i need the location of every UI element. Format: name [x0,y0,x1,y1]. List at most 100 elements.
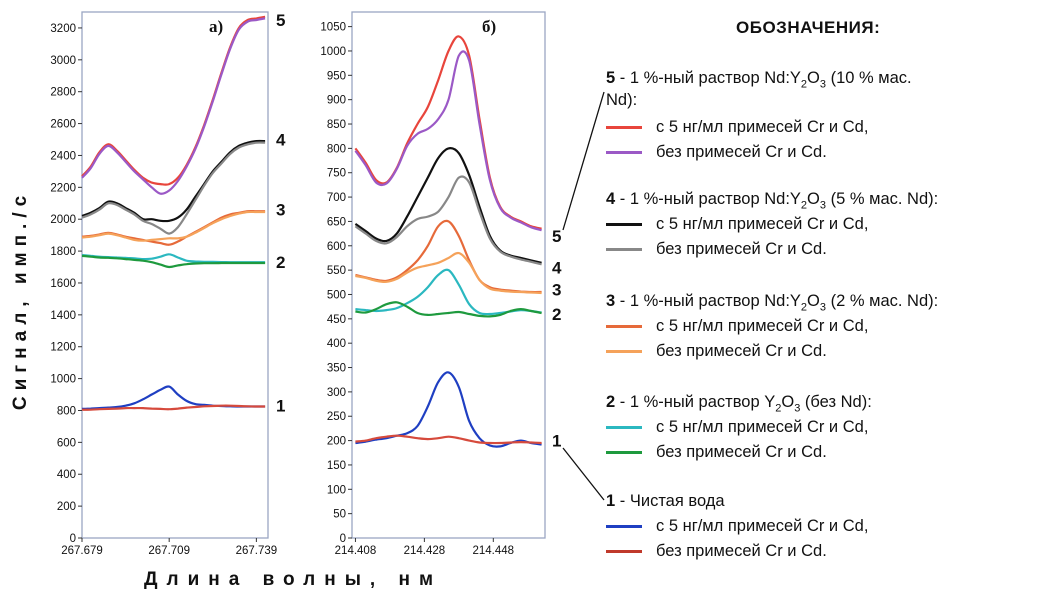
y-tick-label: 600 [327,241,346,253]
legend-group-number: 5 [606,69,616,87]
legend-entry-label: с 5 нг/мл примесей Cr и Cd, [656,117,869,136]
legend-entry: с 5 нг/мл примесей Cr и Cd, [606,416,868,438]
legend-swatch [606,324,642,328]
legend-heading-text-c: (5 % мас. Nd): [826,190,939,208]
legend-heading-text-a: - Чистая вода [615,492,725,510]
series-line-7 [355,301,542,318]
y-tick-label: 700 [327,192,346,204]
legend-swatch [606,247,642,251]
legend-swatch [606,524,642,528]
legend-entry-label: с 5 нг/мл примесей Cr и Cd, [656,214,869,233]
y-tick-label: 400 [57,469,76,481]
y-tick-label: 350 [327,363,346,375]
y-tick-label: 2400 [50,150,76,162]
legend-group-heading: 1 - Чистая вода [606,491,725,518]
legend-heading-text-a: - 1 %-ный раствор Y [615,393,776,411]
legend: ОБОЗНАЧЕНИЯ: 5 - 1 %-ный раствор Nd:Y2O3… [560,0,1038,590]
legend-entry-label: без примесей Cr и Cd. [656,341,827,360]
legend-entry: с 5 нг/мл примесей Cr и Cd, [606,116,868,138]
y-tick-label: 250 [327,411,346,423]
legend-swatch [606,450,642,454]
x-axis-label: Длина волны, нм [144,569,442,590]
series-line-9 [355,434,542,445]
panel-label: а) [209,17,223,36]
panel-label: б) [482,17,496,36]
y-tick-label: 3200 [50,23,76,35]
y-tick-label: 450 [327,314,346,326]
legend-entry: без примесей Cr и Cd. [606,141,827,163]
legend-swatch [606,150,642,154]
y-tick-label: 3000 [50,55,76,67]
legend-title: ОБОЗНАЧЕНИЯ: [736,18,881,37]
x-tick-label: 214.428 [404,545,446,557]
curve-number-label: 3 [276,201,285,220]
plot-frame [351,11,546,539]
legend-heading-text-b: O [807,69,820,87]
legend-entry-label: без примесей Cr и Cd. [656,442,827,461]
legend-heading-text-c: (без Nd): [800,393,872,411]
series-line-9 [81,404,266,411]
legend-heading-text-a: - 1 %-ный раствор Nd:Y [615,190,801,208]
curve-number-label: 4 [552,259,562,278]
legend-heading-text-a: - 1 %-ный раствор Nd:Y [615,292,801,310]
y-tick-label: 1200 [50,342,76,354]
legend-group-number: 4 [606,190,616,208]
y-tick-label: 1400 [50,310,76,322]
legend-swatch [606,425,642,429]
curve-number-label: 1 [276,397,285,416]
legend-swatch [606,349,642,353]
legend-entry: без примесей Cr и Cd. [606,540,827,562]
legend-entry-label: без примесей Cr и Cd. [656,239,827,258]
y-axis-label: Сигнал, имп./с [10,190,31,410]
legend-group-heading: 4 - 1 %-ный раствор Nd:Y2O3 (5 % мас. Nd… [606,189,938,216]
y-tick-label: 850 [327,119,346,131]
y-tick-label: 950 [327,70,346,82]
series-line-5 [81,210,266,242]
y-tick-label: 200 [57,501,76,513]
legend-entry: без примесей Cr и Cd. [606,441,827,463]
leader-line-5 [562,91,605,231]
y-tick-label: 1600 [50,278,76,290]
y-tick-label: 550 [327,265,346,277]
curve-number-label: 5 [276,11,285,30]
legend-heading-sub2: 3 [819,199,827,212]
legend-heading-sub: 2 [800,301,808,314]
legend-heading-sub: 2 [800,199,808,212]
plot-frame [81,11,269,539]
legend-group-heading: 3 - 1 %-ный раствор Nd:Y2O3 (2 % мас. Nd… [606,291,938,318]
legend-entry: с 5 нг/мл примесей Cr и Cd, [606,213,868,235]
y-tick-label: 1000 [320,46,346,58]
panel-b-chart: 0 50 100 150 200 250 300 350 400 450 500 550 600 650 7… [320,11,562,557]
y-tick-label: 200 [327,436,346,448]
legend-heading-sub: 2 [775,402,782,415]
series-line-3 [354,175,542,266]
series-line-5 [355,251,542,295]
legend-entry-label: без примесей Cr и Cd. [656,541,827,560]
legend-entry-label: без примесей Cr и Cd. [656,142,827,161]
legend-heading-text-c: (2 % мас. Nd): [826,292,939,310]
series-line-3 [81,141,266,235]
legend-entry: без примесей Cr и Cd. [606,340,827,362]
legend-entry: с 5 нг/мл примесей Cr и Cd, [606,515,868,537]
y-tick-label: 1800 [50,246,76,258]
y-tick-label: 0 [70,533,76,545]
y-tick-label: 600 [57,437,76,449]
x-tick-label: 267.709 [148,545,190,557]
curve-number-label: 2 [276,253,285,272]
y-tick-label: 900 [327,95,346,107]
y-tick-label: 1000 [50,374,76,386]
legend-heading-text-c: (10 % мас. [826,69,912,87]
y-tick-label: 500 [327,289,346,301]
y-tick-label: 0 [340,533,346,545]
y-tick-label: 2800 [50,87,76,99]
legend-group-heading: 5 - 1 %-ный раствор Nd:Y2O3 (10 % мас. [606,68,912,95]
legend-group-heading: 2 - 1 %-ный раствор Y2O3 (без Nd): [606,392,872,419]
legend-heading-text-b: O [781,393,795,411]
legend-heading-sub: 2 [800,78,808,91]
legend-heading-text-b: O [807,292,820,310]
panel-a-chart: 0 200 400 600 800 1000 1200 1400 1600 1800 2000 220… [50,11,286,557]
y-tick-label: 800 [327,143,346,155]
y-tick-label: 2000 [50,214,76,226]
legend-swatch [606,125,642,129]
y-tick-label: 400 [327,338,346,350]
